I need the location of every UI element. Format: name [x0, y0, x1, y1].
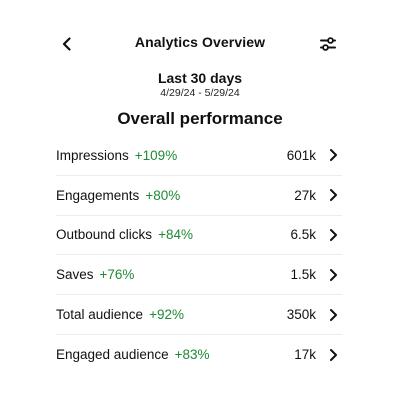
metric-value: 17k: [294, 347, 316, 363]
section-title: Overall performance: [117, 109, 283, 128]
chevron-right-icon: [326, 228, 340, 242]
back-button[interactable]: [56, 33, 78, 55]
chevron-right-icon: [326, 308, 340, 322]
metric-value: 27k: [294, 187, 316, 203]
metric-row-engaged-audience[interactable]: Engaged audience +83% 17k: [56, 335, 342, 375]
chevron-right-icon: [326, 348, 340, 362]
metric-value: 601k: [286, 147, 316, 163]
metric-row-engagements[interactable]: Engagements +80% 27k: [56, 176, 342, 216]
metric-change: +83%: [174, 347, 210, 363]
metric-row-saves[interactable]: Saves +76% 1.5k: [56, 255, 342, 296]
metric-row-outbound-clicks[interactable]: Outbound clicks +84% 6.5k: [56, 216, 342, 256]
metric-name: Outbound clicks: [56, 227, 153, 243]
page-title: Analytics Overview: [134, 34, 266, 50]
metric-change: +109%: [134, 147, 178, 163]
metric-name: Impressions: [56, 147, 129, 163]
metrics-list: Impressions +109% 601k Engagements +80% …: [56, 136, 342, 375]
metric-row-impressions[interactable]: Impressions +109% 601k: [56, 136, 342, 176]
metric-name: Total audience: [56, 307, 144, 323]
metric-value: 350k: [286, 307, 316, 323]
date-range-label: Last 30 days: [157, 70, 243, 86]
metric-change: +92%: [149, 307, 184, 323]
metric-change: +76%: [99, 267, 135, 283]
metric-name: Engaged audience: [56, 347, 169, 363]
sliders-icon: [320, 37, 336, 51]
chevron-right-icon: [326, 188, 340, 202]
header-bar: Analytics Overview: [0, 30, 400, 56]
filter-button[interactable]: [317, 33, 339, 55]
chevron-right-icon: [326, 148, 340, 162]
date-range[interactable]: Last 30 days 4/29/24 - 5/29/24: [0, 70, 400, 100]
metric-row-total-audience[interactable]: Total audience +92% 350k: [56, 295, 342, 335]
metric-change: +80%: [145, 187, 181, 203]
metric-value: 6.5k: [290, 227, 316, 243]
metric-name: Engagements: [56, 187, 140, 203]
metric-value: 1.5k: [290, 267, 316, 283]
metric-change: +84%: [158, 227, 193, 243]
chevron-right-icon: [326, 268, 340, 282]
date-range-dates: 4/29/24 - 5/29/24: [160, 87, 240, 99]
chevron-left-icon: [62, 37, 71, 51]
metric-name: Saves: [56, 267, 94, 283]
